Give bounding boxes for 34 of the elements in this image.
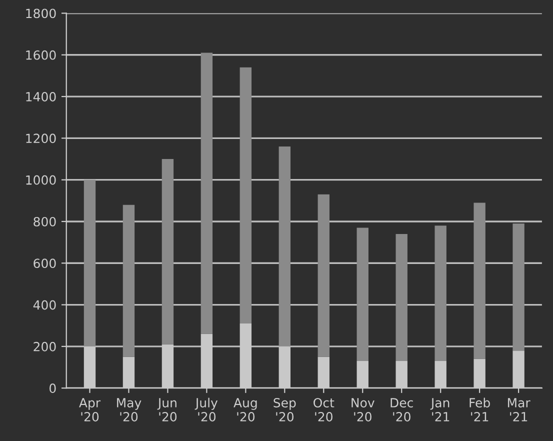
x-tick-label: Mar '21 [508,398,530,422]
bar [278,146,291,346]
y-tick-label: 1000 [26,175,56,185]
y-tick-label: 600 [34,258,56,268]
bar [84,180,96,346]
bar [162,159,174,344]
x-tick-label: May '20 [117,398,142,422]
y-tick-label: 1400 [26,92,56,102]
x-tick-label: Apr '20 [79,398,101,422]
bar [200,52,213,334]
bar [474,202,486,359]
bar [396,234,408,362]
x-tick-label: Nov '20 [352,398,374,422]
y-tick-label: 1200 [26,134,56,144]
x-tick-label: Jun '20 [157,398,177,422]
bar [122,204,135,357]
x-tick-label: Jan '21 [430,398,450,422]
y-tick-label: 1800 [26,8,56,18]
bar [434,226,446,362]
y-tick-label: 800 [34,216,56,226]
bar [512,224,524,351]
y-tick-label: 1600 [26,50,56,60]
x-tick-label: Aug '20 [234,398,257,422]
x-tick-label: Dec '20 [390,398,413,422]
y-tick-label: 200 [34,342,56,352]
x-tick-label: Sep '20 [274,398,296,422]
y-tick-label: 400 [33,300,56,310]
y-tick-label: 0 [50,384,56,394]
bar [356,228,368,362]
x-tick-label: Feb '21 [470,398,490,422]
bar [240,67,252,324]
x-tick-label: July '20 [194,398,218,422]
x-tick-label: Oct '20 [314,398,334,422]
bar [318,194,330,357]
